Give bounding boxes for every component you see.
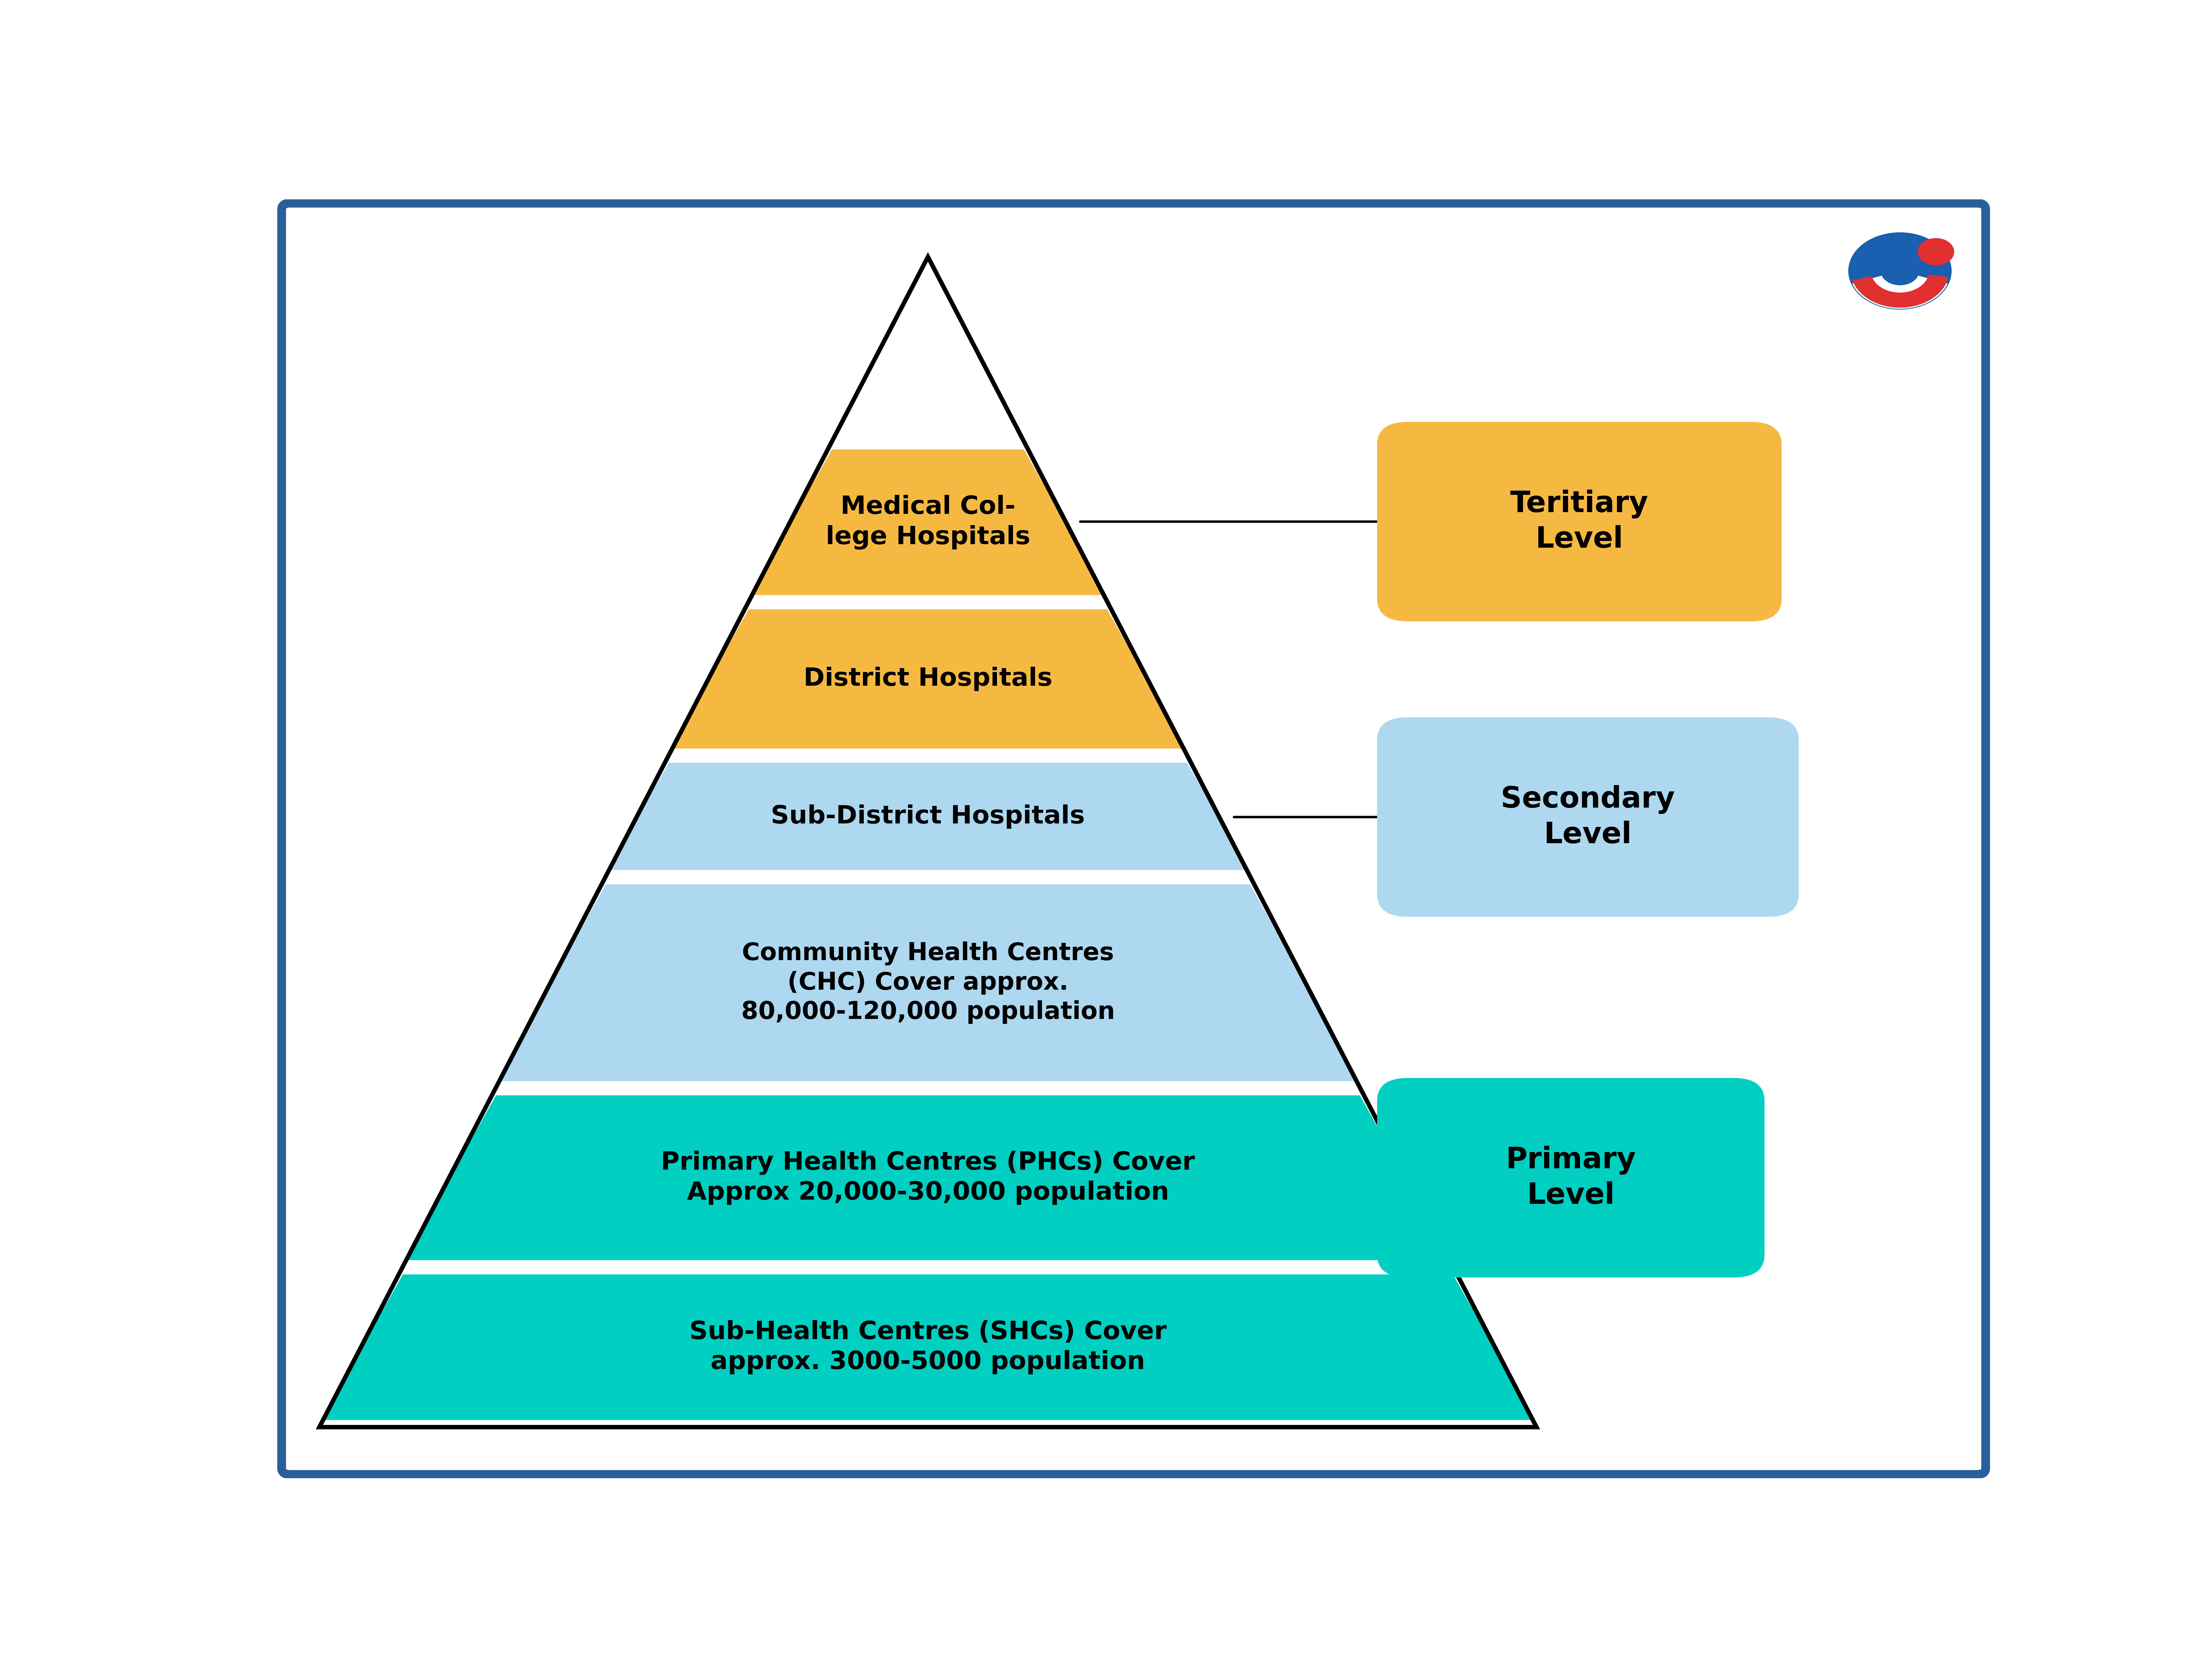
- Text: Sub-District Hospitals: Sub-District Hospitals: [772, 804, 1084, 829]
- Circle shape: [1849, 233, 1951, 309]
- Text: Sub-Health Centres (SHCs) Cover
approx. 3000-5000 population: Sub-Health Centres (SHCs) Cover approx. …: [690, 1320, 1166, 1374]
- Text: Medical Col-
lege Hospitals: Medical Col- lege Hospitals: [825, 495, 1031, 550]
- Text: Community Health Centres
(CHC) Cover approx.
80,000-120,000 population: Community Health Centres (CHC) Cover app…: [741, 942, 1115, 1023]
- Wedge shape: [1854, 276, 1947, 309]
- Text: Secondary
Level: Secondary Level: [1502, 786, 1674, 849]
- Polygon shape: [668, 608, 1188, 749]
- Text: Primary
Level: Primary Level: [1506, 1146, 1637, 1209]
- Polygon shape: [403, 1095, 1453, 1261]
- Polygon shape: [495, 884, 1360, 1081]
- Circle shape: [1918, 238, 1953, 266]
- Polygon shape: [606, 762, 1250, 870]
- Polygon shape: [319, 1274, 1537, 1420]
- FancyBboxPatch shape: [1378, 422, 1781, 621]
- Text: Teritiary
Level: Teritiary Level: [1511, 490, 1648, 553]
- FancyBboxPatch shape: [1378, 718, 1798, 917]
- Text: Primary Health Centres (PHCs) Cover
Approx 20,000-30,000 population: Primary Health Centres (PHCs) Cover Appr…: [661, 1151, 1194, 1204]
- FancyBboxPatch shape: [281, 203, 1986, 1475]
- Wedge shape: [1854, 274, 1949, 307]
- Text: District Hospitals: District Hospitals: [803, 666, 1053, 691]
- FancyBboxPatch shape: [1378, 1078, 1765, 1277]
- Polygon shape: [748, 448, 1108, 596]
